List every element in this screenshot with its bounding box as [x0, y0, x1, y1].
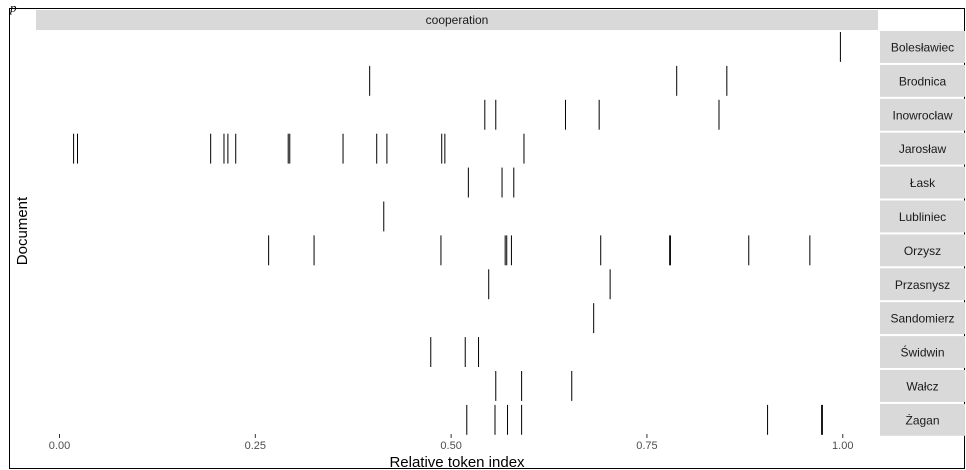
row-label-strip [880, 302, 965, 335]
facet-strip-background [36, 10, 878, 30]
row-panel [36, 336, 878, 368]
rows-layer: Bolesławiec Brodnica Inowrocław Jarosław Łas… [36, 31, 965, 436]
document-row: Świdwin [36, 336, 965, 368]
x-tick-label: 0.25 [245, 440, 266, 452]
x-tick-label: 0.00 [49, 440, 70, 452]
document-row: Wałcz [36, 370, 965, 402]
x-axis: 0.00 0.25 0.50 0.75 1.00 [49, 434, 853, 452]
row-panel [36, 31, 878, 63]
row-label: Lubliniec [899, 210, 946, 224]
row-label-strip [880, 166, 965, 199]
x-axis-title: Relative token index [389, 454, 525, 470]
row-label: Wałcz [906, 379, 938, 393]
document-row: Sandomierz [36, 302, 965, 335]
document-row: Łask [36, 166, 965, 199]
row-label: Sandomierz [890, 312, 954, 326]
row-label: Przasnysz [895, 278, 950, 292]
y-axis-title: Document [14, 196, 31, 265]
row-label: Bolesławiec [891, 40, 954, 54]
facet-title: cooperation [426, 13, 489, 27]
facet-strip: cooperation [36, 10, 878, 30]
row-panel [36, 64, 878, 97]
row-label: Brodnica [899, 74, 947, 88]
row-label-strip [880, 336, 965, 368]
document-row: Żagan [36, 403, 965, 436]
row-label-strip [880, 64, 965, 97]
row-panel [36, 302, 878, 335]
row-panel [36, 200, 878, 233]
document-row: Jarosław [36, 132, 965, 165]
row-panel [36, 370, 878, 402]
row-panel [36, 132, 878, 165]
row-panel [36, 234, 878, 267]
document-row: Inowrocław [36, 98, 965, 131]
document-row: Orzysz [36, 234, 965, 267]
document-row: Lubliniec [36, 200, 965, 233]
row-label: Inowrocław [892, 108, 952, 122]
row-label: Żagan [905, 413, 939, 427]
x-tick-label: 0.75 [636, 440, 657, 452]
x-tick-label: 0.50 [440, 440, 461, 452]
row-label-strip [880, 370, 965, 402]
x-tick-label: 1.00 [832, 440, 853, 452]
corner-glyph: p [10, 0, 17, 15]
row-label: Orzysz [904, 244, 941, 258]
row-label-strip [880, 403, 965, 436]
row-label-strip [880, 268, 965, 301]
row-panel [36, 268, 878, 301]
row-label-strip [880, 98, 965, 131]
document-row: Brodnica [36, 64, 965, 97]
document-row: Bolesławiec [36, 31, 965, 63]
row-label: Jarosław [899, 142, 947, 156]
row-label: Łask [910, 176, 936, 190]
row-label: Świdwin [900, 345, 944, 360]
row-label-strip [880, 200, 965, 233]
document-row: Przasnysz [36, 268, 965, 301]
row-label-strip [880, 132, 965, 165]
row-label-strip [880, 31, 965, 63]
row-panel [36, 98, 878, 131]
row-panel [36, 403, 878, 436]
row-label-strip [880, 234, 965, 267]
row-panel [36, 166, 878, 199]
